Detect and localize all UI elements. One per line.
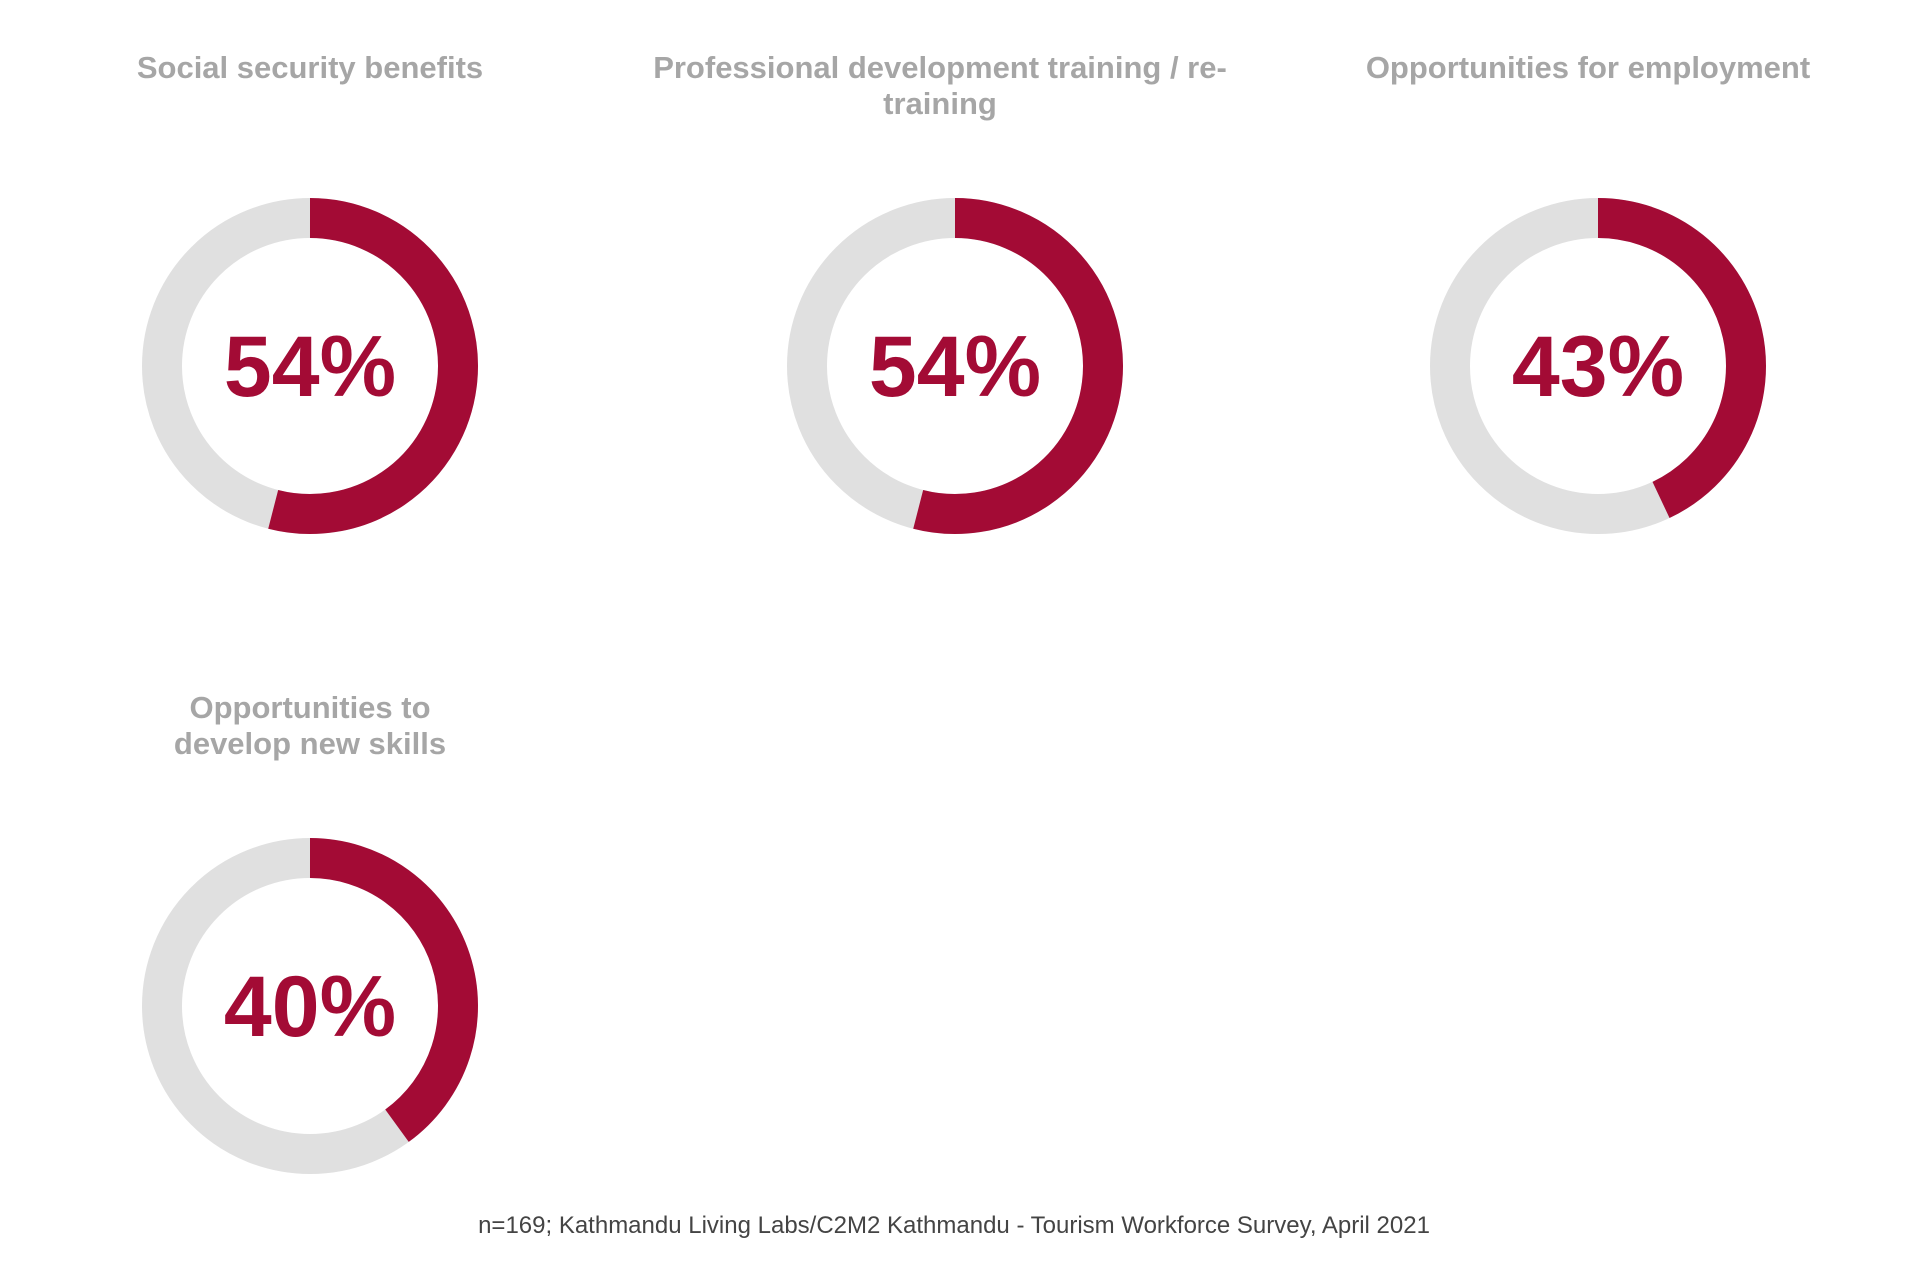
panel-title: Professional development training / re-t… [653, 50, 1227, 121]
donut-chart: 40% [140, 836, 480, 1176]
panel-title: Opportunities to develop new skills [173, 690, 447, 761]
donut-panel-professional-development: Professional development training / re-t… [640, 50, 1280, 550]
panel-title: Social security benefits [136, 50, 484, 85]
donut-arc [268, 198, 478, 534]
donut-arc [913, 198, 1123, 534]
donut-value-label: 54% [224, 319, 396, 415]
donut-panel-employment: Opportunities for employment 43% [1278, 50, 1908, 550]
donut-value-label: 40% [224, 959, 396, 1055]
donut-panel-social-security: Social security benefits 54% [0, 50, 640, 550]
donut-value-label: 43% [1512, 319, 1684, 415]
donut-chart: 54% [785, 196, 1125, 536]
panel-title: Opportunities for employment [1365, 50, 1811, 85]
donut-arc [309, 838, 478, 1142]
donut-chart: 54% [140, 196, 480, 536]
donut-arc [1597, 198, 1766, 518]
donut-chart: 43% [1428, 196, 1768, 536]
donut-panel-new-skills: Opportunities to develop new skills 40% [0, 690, 640, 1190]
source-note: n=169; Kathmandu Living Labs/C2M2 Kathma… [478, 1212, 1430, 1239]
donut-value-label: 54% [869, 319, 1041, 415]
